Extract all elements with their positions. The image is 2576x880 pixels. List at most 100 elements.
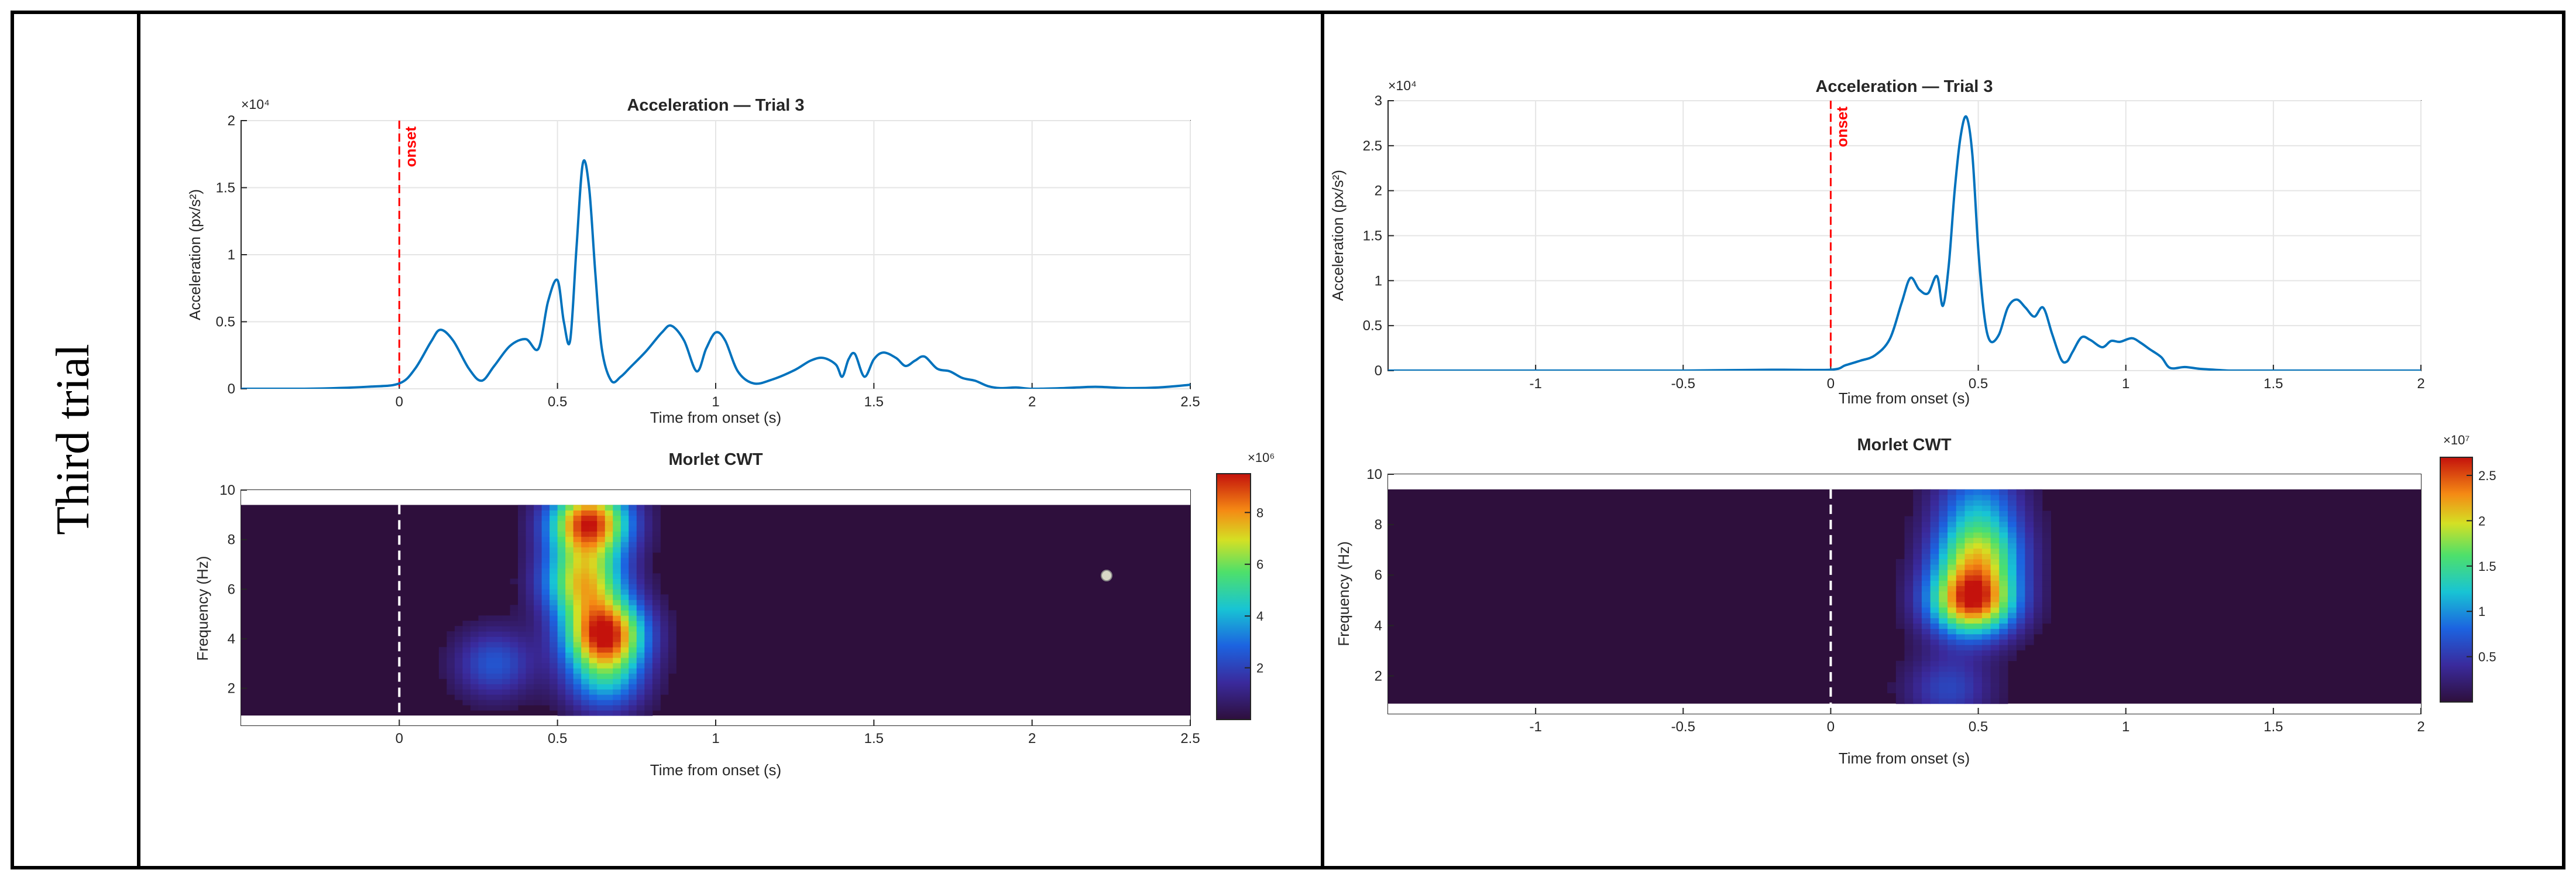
cwt-cell: [644, 626, 653, 632]
cwt-cell: [573, 557, 582, 563]
cwt-cell: [628, 557, 637, 563]
cwt-cell: [1999, 553, 2008, 560]
cwt-cell: [589, 652, 597, 658]
cwt-cell: [534, 621, 542, 626]
cwt-cell: [462, 621, 471, 626]
cwt-cell: [613, 705, 621, 711]
cwt-cell: [1981, 521, 1991, 528]
cwt-cell: [1990, 618, 2000, 624]
cwt-cell: [1913, 580, 1922, 587]
cwt-cell: [628, 552, 637, 558]
cwt-cell: [644, 668, 653, 674]
cwt-cell: [644, 600, 653, 605]
cwt-cell: [510, 652, 518, 658]
cwt-cell: [636, 552, 645, 558]
cwt-cell: [652, 673, 661, 679]
cwt-cell: [604, 705, 613, 711]
cwt-cell: [2008, 639, 2017, 645]
cwt-cell: [628, 578, 637, 584]
cwt-cell: [2025, 516, 2034, 522]
cwt-cell: [581, 647, 590, 653]
cwt-cell: [1948, 623, 1957, 629]
cwt-cell: [549, 584, 558, 590]
cwt-cell: [1948, 564, 1957, 570]
cwt-cell: [2016, 511, 2025, 517]
cwt-cell: [644, 557, 653, 563]
cwt-cell: [1913, 623, 1922, 629]
cwt-cell: [1895, 682, 1905, 688]
cwt-cell: [1921, 526, 1931, 533]
cwt-cell: [534, 652, 542, 658]
cwt-cell: [2008, 559, 2017, 565]
cwt-cell: [1956, 559, 1965, 565]
cwt-cell: [581, 673, 590, 679]
cwt-cell: [581, 710, 590, 716]
cwt-background: [241, 490, 1190, 725]
cwt-cell: [1921, 687, 1931, 693]
cwt-cell: [644, 526, 653, 532]
cwt-cell: [1913, 585, 1922, 592]
colorbar-exponent: ×10⁶: [1248, 450, 1275, 465]
cwt-cell: [534, 568, 542, 574]
cwt-cell: [541, 631, 550, 637]
cwt-cell: [581, 684, 590, 690]
cwt-cell: [2008, 580, 2017, 587]
cwt-cell: [557, 631, 566, 637]
cwt-cell: [644, 710, 653, 716]
cwt-cell: [604, 605, 613, 611]
cwt-cell: [2034, 628, 2043, 635]
cwt-cell: [565, 626, 574, 632]
cwt-cell: [597, 642, 606, 648]
cwt-cell: [628, 573, 637, 579]
cwt-cell: [525, 658, 534, 663]
cwt-cell: [1948, 693, 1957, 699]
cwt-cell: [573, 705, 582, 711]
cwt-cell: [557, 521, 566, 526]
cwt-cell: [604, 600, 613, 605]
cwt-cell: [1973, 570, 1983, 576]
cwt-cell: [660, 610, 669, 616]
cwt-cell: [557, 710, 566, 716]
cwt-cell: [541, 658, 550, 663]
cwt-cell: [1990, 698, 2000, 704]
data-cursor-marker[interactable]: [1101, 570, 1112, 581]
cwt-cell: [1948, 580, 1957, 587]
cwt-cell: [1930, 543, 1939, 549]
cwt-cell: [2042, 607, 2052, 613]
cwt-cell: [462, 663, 471, 669]
cwt-cell: [486, 663, 495, 669]
cwt-cell: [604, 547, 613, 553]
cwt-cell: [502, 631, 511, 637]
cwt-cell: [541, 647, 550, 653]
cwt-cell: [502, 689, 511, 695]
cwt-cell: [494, 689, 503, 695]
cwt-cell: [652, 642, 661, 648]
y-tick-label: 2: [228, 113, 235, 129]
cwt-cell: [573, 710, 582, 716]
cwt-cell: [644, 573, 653, 579]
cwt-cell: [510, 605, 518, 611]
cwt-cell: [1939, 564, 1948, 570]
cwt-cell: [1964, 516, 1974, 522]
cwt-cell: [636, 705, 645, 711]
cwt-cell: [1956, 650, 1965, 656]
cwt-cell: [652, 573, 661, 579]
cwt-cell: [1990, 548, 2000, 554]
cwt-cell: [2025, 639, 2034, 645]
cwt-cell: [1999, 521, 2008, 528]
cwt-cell: [1904, 655, 1914, 662]
cwt-cell: [1956, 580, 1965, 587]
cwt-cell: [1921, 548, 1931, 554]
cwt-cell: [518, 510, 527, 516]
x-tick-label: 2: [2417, 376, 2424, 392]
cwt-cell: [644, 658, 653, 663]
x-tick-label: 0.5: [548, 394, 567, 410]
cwt-cell: [1999, 666, 2008, 672]
cwt-cell: [541, 563, 550, 569]
cwt-cell: [525, 647, 534, 653]
cwt-cell: [1930, 575, 1939, 581]
cwt-cell: [668, 636, 676, 642]
cwt-cell: [2008, 618, 2017, 624]
cwt-cell: [1921, 607, 1931, 613]
cwt-cell: [620, 652, 629, 658]
